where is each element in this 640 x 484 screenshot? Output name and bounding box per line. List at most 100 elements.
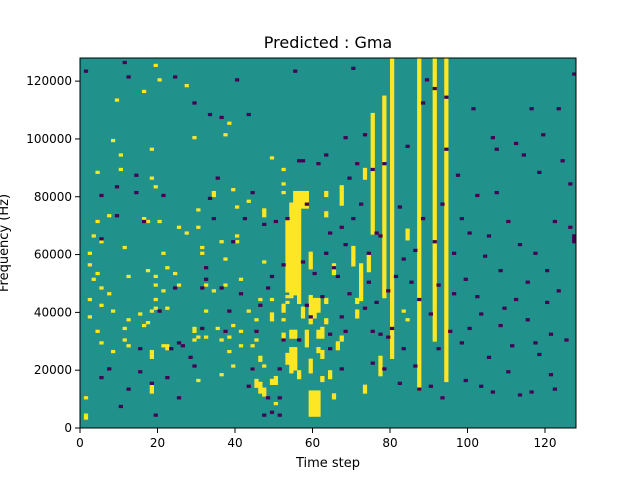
heatmap-cell-high (269, 312, 275, 316)
heatmap-cell-high (444, 115, 449, 120)
heatmap-cell-high (390, 185, 395, 189)
heatmap-cell-low (304, 202, 309, 206)
heatmap-cell-high (390, 124, 395, 128)
heatmap-cell-high (444, 323, 449, 328)
heatmap-cell-high (351, 263, 356, 267)
heatmap-cell-high (390, 118, 395, 122)
heatmap-cell-high (281, 332, 286, 336)
heatmap-cell-high (417, 101, 422, 105)
heatmap-cell-high (312, 393, 317, 397)
heatmap-cell-high (432, 75, 437, 79)
heatmap-cell-high (184, 84, 189, 88)
heatmap-cell-high (328, 370, 333, 374)
heatmap-cell-high (289, 231, 294, 235)
heatmap-cell-high (149, 349, 154, 354)
heatmap-cell-high (417, 243, 422, 247)
heatmap-cell-low (215, 176, 220, 180)
heatmap-cell-high (432, 219, 437, 224)
heatmap-cell-high (324, 193, 329, 198)
heatmap-cell-high (308, 396, 313, 400)
heatmap-cell-high (417, 384, 422, 388)
heatmap-cell-high (114, 98, 120, 102)
heatmap-cell-high (382, 202, 387, 206)
heatmap-cell-high (289, 248, 294, 253)
heatmap-cell-high (432, 205, 437, 209)
heatmap-cell-high (432, 312, 437, 316)
heatmap-cell-high (417, 121, 422, 125)
heatmap-cell-high (300, 312, 306, 316)
heatmap-cell-high (297, 300, 302, 305)
heatmap-cell-high (417, 248, 422, 253)
heatmap-cell-low (413, 248, 418, 253)
heatmap-cell-high (370, 202, 375, 206)
heatmap-cell-high (390, 72, 395, 76)
heatmap-cell-low (149, 381, 154, 385)
heatmap-cell-low (266, 396, 271, 400)
heatmap-cell-high (432, 303, 437, 307)
heatmap-cell-high (382, 216, 387, 221)
heatmap-cell-high (370, 222, 375, 227)
heatmap-cell-high (417, 318, 422, 322)
heatmap-cell-high (297, 222, 302, 227)
heatmap-cell-low (211, 216, 216, 221)
heatmap-cell-low (401, 347, 406, 351)
heatmap-cell-low (529, 390, 534, 394)
heatmap-cell-high (417, 130, 422, 134)
heatmap-cell-high (432, 95, 437, 99)
heatmap-cell-high (382, 269, 387, 273)
heatmap-cell-high (390, 182, 395, 186)
heatmap-cell-high (432, 173, 437, 177)
heatmap-cell-high (444, 367, 449, 371)
heatmap-cell-low (475, 295, 480, 299)
heatmap-cell-high (382, 237, 387, 241)
heatmap-cell-high (211, 193, 216, 198)
heatmap-cell-high (382, 190, 387, 195)
heatmap-cell-high (297, 190, 302, 195)
heatmap-cell-high (444, 271, 449, 276)
heatmap-cell-high (417, 86, 422, 91)
heatmap-cell-high (91, 234, 96, 238)
heatmap-cell-high (204, 283, 209, 287)
heatmap-cell-high (157, 78, 162, 82)
heatmap-cell-high (320, 355, 325, 359)
heatmap-cell-high (432, 115, 437, 120)
heatmap-cell-high (297, 231, 302, 235)
heatmap-cell-high (285, 237, 290, 241)
heatmap-cell-high (285, 352, 290, 357)
heatmap-cell-high (417, 292, 422, 296)
heatmap-cell-high (444, 190, 449, 195)
heatmap-cell-high (312, 312, 317, 316)
heatmap-cell-high (370, 156, 375, 160)
heatmap-cell-high (401, 309, 406, 313)
heatmap-cell-low (568, 182, 573, 186)
heatmap-cell-high (308, 370, 313, 374)
heatmap-cell-high (417, 323, 422, 328)
heatmap-cell-high (269, 297, 275, 302)
heatmap-cell-high (444, 118, 449, 122)
heatmap-cell-high (417, 277, 422, 281)
heatmap-cell-high (382, 150, 387, 154)
heatmap-cell-high (153, 297, 158, 302)
heatmap-cell-high (390, 147, 395, 151)
heatmap-cell-low (455, 173, 461, 177)
heatmap-cell-high (417, 315, 422, 319)
heatmap-cell-high (444, 176, 449, 180)
heatmap-cell-high (390, 219, 395, 224)
heatmap-cell-high (444, 150, 449, 154)
heatmap-cell-high (161, 344, 166, 348)
heatmap-cell-high (316, 349, 321, 354)
heatmap-cell-high (444, 280, 449, 284)
heatmap-cell-high (417, 335, 422, 339)
heatmap-cell-low (374, 231, 379, 235)
heatmap-cell-high (444, 182, 449, 186)
heatmap-cell-high (165, 306, 170, 310)
heatmap-cell-high (370, 216, 375, 221)
heatmap-cell-low (219, 286, 224, 290)
heatmap-cell-high (444, 98, 449, 102)
heatmap-cell-high (238, 277, 244, 281)
heatmap-cell-high (339, 185, 344, 189)
heatmap-cell-high (432, 335, 437, 339)
heatmap-cell-high (293, 190, 298, 195)
heatmap-cell-high (289, 361, 294, 365)
heatmap-cell-high (289, 289, 294, 293)
